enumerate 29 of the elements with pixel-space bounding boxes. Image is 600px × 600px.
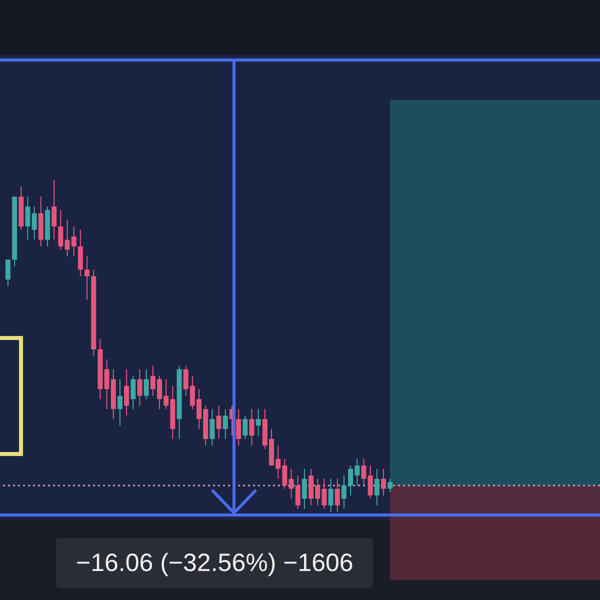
candlestick <box>328 478 334 512</box>
candlestick <box>144 368 149 400</box>
candlestick <box>84 256 90 300</box>
candlestick <box>341 474 346 510</box>
candlestick <box>374 468 380 506</box>
candlestick <box>124 368 130 416</box>
candlestick <box>137 368 142 406</box>
candlestick <box>52 180 57 240</box>
candlestick <box>381 468 386 496</box>
candlestick <box>242 415 248 440</box>
text: −16.06 (−32.56%) −1606 <box>56 538 374 588</box>
candlestick <box>249 408 254 446</box>
candlestick <box>130 375 136 410</box>
candlestick <box>388 478 393 493</box>
candlestick <box>256 408 261 436</box>
candlestick <box>222 408 228 440</box>
candlestick <box>302 468 307 510</box>
candlestick <box>25 196 30 240</box>
candlestick <box>5 259 10 287</box>
candlestick <box>78 229 83 277</box>
candlestick <box>58 209 64 250</box>
candlestick <box>368 465 373 500</box>
candlestick <box>32 206 37 240</box>
candlestick <box>334 478 340 512</box>
candlestick <box>361 458 366 486</box>
candlestick <box>236 408 242 446</box>
candlestick <box>117 378 122 426</box>
candlestick <box>210 408 215 446</box>
candlestick <box>216 405 222 440</box>
